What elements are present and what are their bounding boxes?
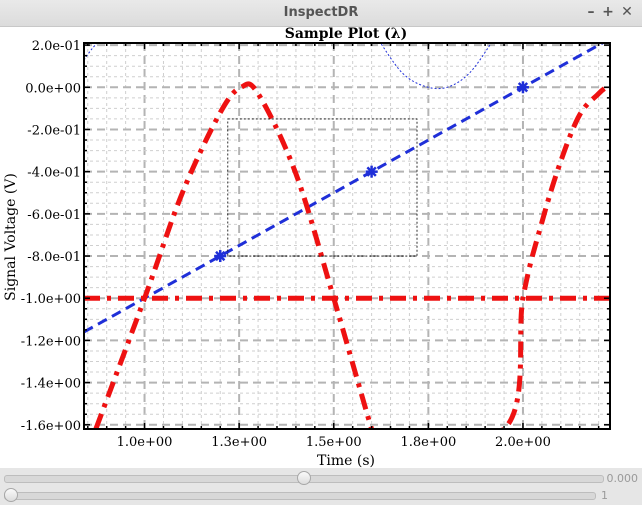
window-title: InspectDR (283, 5, 359, 20)
x-tick-label: 1.5e+00 (306, 435, 362, 450)
sample-plot-chart[interactable]: 1.0e+00 1.3e+00 1.5e+00 1.8e+00 2.0e+00 2.0e-… (0, 27, 642, 468)
slider-handle-2[interactable] (4, 488, 18, 502)
slider-value-2: 1 (601, 489, 608, 502)
y-tick-label: -4.0e-01 (27, 166, 81, 181)
x-axis-label: Time (s) (317, 453, 375, 468)
close-button[interactable]: ✕ (621, 4, 633, 20)
y-tick-label: -6.0e-01 (27, 208, 81, 223)
minimize-button[interactable]: – (587, 4, 595, 20)
slider-handle-1[interactable] (297, 471, 311, 485)
slider-value-1: 0.000 (606, 472, 639, 485)
data-point-marker (214, 250, 227, 263)
y-tick-label: -1.2e+00 (21, 334, 81, 349)
data-point-marker (516, 81, 529, 94)
y-tick-label: -2.0e-01 (27, 123, 81, 138)
data-point-marker (365, 165, 378, 178)
y-tick-label: 0.0e+00 (25, 81, 81, 96)
slider-panel: 0.000 1 (0, 468, 642, 505)
x-tick-label: 1.8e+00 (400, 435, 456, 450)
maximize-button[interactable]: + (602, 4, 614, 20)
plot-frame (83, 42, 611, 430)
series-line-3 (84, 43, 98, 61)
x-tick-label: 1.3e+00 (211, 435, 267, 450)
x-tick-label: 2.0e+00 (495, 435, 551, 450)
series-line-4 (380, 43, 492, 90)
slider-track-2[interactable] (4, 492, 596, 500)
chart-title: Sample Plot (λ) (285, 27, 407, 42)
y-tick-label: 2.0e-01 (32, 39, 81, 54)
x-tick-label: 1.0e+00 (117, 435, 173, 450)
zoom-selection-box[interactable] (227, 118, 418, 257)
y-tick-label: -1.0e+00 (21, 292, 81, 307)
plot-canvas[interactable]: 1.0e+00 1.3e+00 1.5e+00 1.8e+00 2.0e+00 2.0e-… (0, 27, 642, 468)
series-line-1 (93, 81, 608, 429)
y-tick-label: -1.6e+00 (21, 419, 81, 434)
title-bar: InspectDR – + ✕ (0, 0, 642, 27)
y-tick-label: -1.4e+00 (21, 377, 81, 392)
series-line-0 (84, 43, 606, 334)
y-tick-label: -8.0e-01 (27, 250, 81, 265)
y-axis-label: Signal Voltage (V) (3, 173, 19, 301)
